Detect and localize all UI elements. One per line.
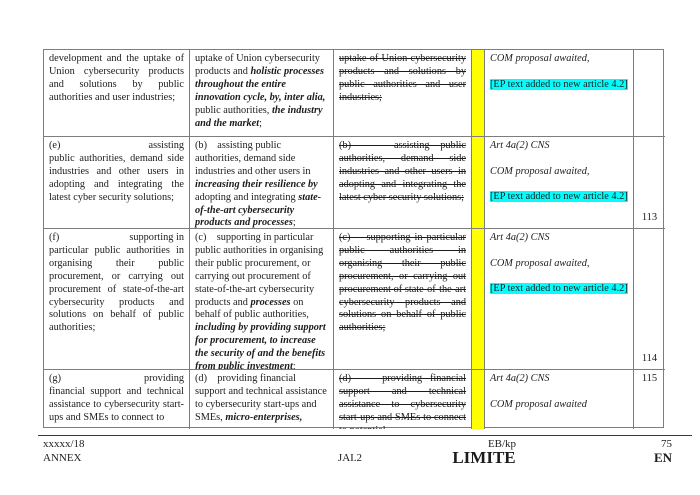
cell-comments: COM proposal awaited, [EP text added to n…: [485, 50, 634, 137]
footer-initials: EB/kp: [487, 438, 517, 450]
item-marker: (g): [49, 373, 62, 384]
cell-ep-amendment: (b) assisting public authorities, demand…: [190, 137, 334, 229]
yellow-stripe: [472, 370, 485, 429]
cell-row-number: 113: [634, 137, 665, 229]
comment-line: COM proposal awaited,: [490, 165, 590, 177]
comment-line: [EP text added to new article 4.2]: [490, 78, 628, 90]
cell-deleted-text: uptake of Union cybersecurity products a…: [334, 50, 472, 137]
comment-line: [EP text added to new article 4.2]: [490, 283, 628, 294]
cell-original-text: (e) assisting public authorities, demand…: [44, 137, 190, 229]
footer-classification-limite: LIMITE: [452, 448, 516, 467]
comment-line: COM proposal awaited,: [490, 257, 590, 269]
cell-original-text: development and the uptake of Union cybe…: [44, 50, 190, 137]
paragraph-body: financial support and technical assistan…: [49, 385, 184, 423]
comment-line: Art 4a(2) CNS: [490, 373, 550, 384]
footer-doc-number: xxxxx/18: [43, 438, 85, 450]
cell-ep-amendment: (d) providing financial support and tech…: [190, 370, 334, 429]
cell-original-text: (f) supporting in particular public auth…: [44, 229, 190, 370]
footer-unit-code: JAI.2: [337, 452, 363, 464]
cell-ep-amendment: uptake of Union cybersecurity products a…: [190, 50, 334, 137]
yellow-stripe: [472, 137, 485, 229]
comment-line: Art 4a(2) CNS: [490, 140, 550, 151]
cell-comments: Art 4a(2) CNS COM proposal awaited: [485, 370, 634, 429]
cell-row-number: [634, 50, 665, 137]
cell-original-text: (g) providing financial support and tech…: [44, 370, 190, 429]
paragraph-body: development and the uptake of Union cybe…: [49, 53, 184, 103]
first-line-word: supporting in: [129, 232, 184, 243]
paragraph-first-line: (e) assisting: [49, 140, 184, 153]
footer-divider-line: [38, 435, 692, 436]
yellow-stripe: [472, 229, 485, 370]
cell-comments: Art 4a(2) CNS COM proposal awaited, [EP te…: [485, 137, 634, 229]
paragraph-body: public authorities, demand side industri…: [49, 152, 184, 203]
cell-deleted-text: (b) assisting public authorities, demand…: [334, 137, 472, 229]
footer-annex-label: ANNEX: [43, 452, 82, 464]
comment-line: [EP text added to new article 4.2]: [490, 191, 628, 202]
comment-line: COM proposal awaited: [490, 398, 587, 410]
paragraph-first-line: (g) providing: [49, 373, 184, 386]
yellow-stripe: [472, 50, 485, 137]
comparison-table: development and the uptake of Union cybe…: [43, 49, 665, 429]
row-number: 115: [641, 373, 658, 384]
footer-language-code: EN: [653, 450, 672, 465]
cell-ep-amendment: (c) supporting in particular public auth…: [190, 229, 334, 370]
cell-deleted-text: (d) providing financial support and tech…: [334, 370, 472, 429]
comment-line: Art 4a(2) CNS: [490, 232, 550, 243]
comment-line: COM proposal awaited,: [490, 53, 590, 64]
footer-page-number: 75: [661, 438, 672, 450]
paragraph-body: particular public authorities in organis…: [49, 244, 184, 334]
row-number: 114: [641, 353, 658, 365]
item-marker: (e): [49, 140, 61, 151]
first-line-word: providing: [143, 373, 184, 384]
cell-comments: Art 4a(2) CNS COM proposal awaited, [EP te…: [485, 229, 634, 370]
first-line-word: assisting: [148, 140, 184, 151]
paragraph-first-line: (f) supporting in: [49, 232, 184, 245]
item-marker: (f): [49, 232, 60, 243]
cell-row-number: 115: [634, 370, 665, 429]
row-number: 113: [641, 212, 658, 224]
cell-row-number: 114: [634, 229, 665, 370]
cell-deleted-text: (c) supporting in particular public auth…: [334, 229, 472, 370]
